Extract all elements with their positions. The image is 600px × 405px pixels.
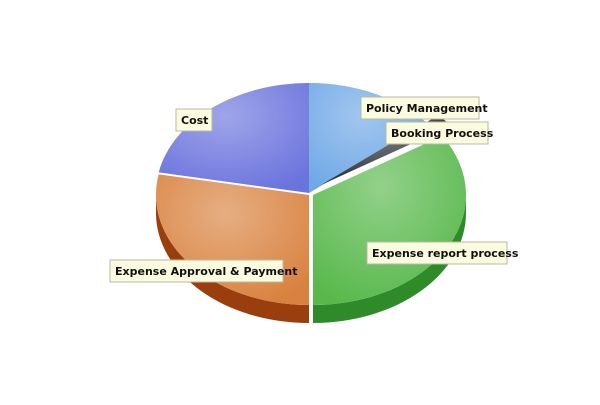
slice-label-box <box>366 241 508 265</box>
slice-label-box <box>360 96 480 120</box>
pie-slice-side-expense-approval-payment <box>156 195 309 323</box>
pie-slice-side-expense-report-process <box>313 195 466 323</box>
slice-label-expense-approval-payment: Expense Approval & Payment <box>109 259 298 283</box>
slice-label-text: Expense Approval & Payment <box>115 265 298 278</box>
pie-labels: Policy Management Booking Process Expense … <box>109 96 519 283</box>
slice-label-policy-management: Policy Management <box>360 96 488 120</box>
slice-label-booking-process: Booking Process <box>385 121 494 145</box>
slice-label-box <box>175 108 213 132</box>
pie-tops <box>156 83 466 305</box>
slice-label-box <box>385 121 489 145</box>
slice-label-cost: Cost <box>175 108 213 132</box>
slice-label-box <box>109 259 284 283</box>
pie-sides <box>156 195 466 323</box>
pie-slice-shine-cost <box>158 83 309 193</box>
slice-label-expense-report-process: Expense report process <box>366 241 519 265</box>
pie-slice-shine-expense-approval-payment <box>156 174 309 305</box>
slice-label-text: Booking Process <box>391 127 494 140</box>
slice-label-text: Expense report process <box>372 247 519 260</box>
slice-label-text: Cost <box>181 114 208 127</box>
slice-label-text: Policy Management <box>366 102 488 115</box>
